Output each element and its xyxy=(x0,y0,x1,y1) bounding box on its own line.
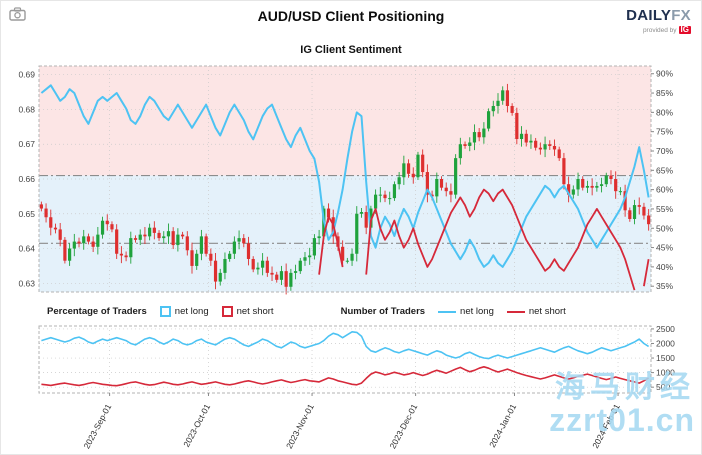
svg-text:2023-Oct-01: 2023-Oct-01 xyxy=(181,402,212,449)
price-sentiment-chart: 0.69 0.68 0.67 0.66 0.65 0.64 0.63 90% 85% 80% 75%… xyxy=(1,58,701,304)
legend-num-netshort-label: net short xyxy=(528,306,566,317)
svg-text:70%: 70% xyxy=(656,146,673,156)
svg-text:0.64: 0.64 xyxy=(18,244,35,254)
legend-num-group-label: Number of Traders xyxy=(340,306,426,317)
svg-text:1000: 1000 xyxy=(656,368,675,378)
svg-text:50%: 50% xyxy=(656,223,673,233)
svg-text:55%: 55% xyxy=(656,204,673,214)
legend-pct-netlong-label: net long xyxy=(174,306,209,317)
legend: Percentage of Traders net long net short… xyxy=(47,306,566,317)
legend-num-netshort-swatch xyxy=(506,310,525,313)
legend-num-netshort: net short xyxy=(506,306,566,317)
svg-text:45%: 45% xyxy=(656,243,673,253)
dailyfx-logo: DAILYFX provided by IG xyxy=(626,7,691,35)
svg-text:2023-Sep-01: 2023-Sep-01 xyxy=(81,402,113,450)
legend-num-netlong-label: net long xyxy=(460,306,494,317)
svg-text:90%: 90% xyxy=(656,69,673,79)
svg-text:0.69: 0.69 xyxy=(18,70,35,80)
page-title: AUD/USD Client Positioning xyxy=(257,8,445,24)
svg-text:0.63: 0.63 xyxy=(18,278,35,288)
legend-num-netlong: net long xyxy=(438,306,494,317)
svg-text:60%: 60% xyxy=(656,185,673,195)
provided-by: provided by IG xyxy=(626,24,691,35)
provided-by-label: provided by xyxy=(642,26,677,34)
camera-icon[interactable] xyxy=(9,7,26,21)
svg-text:80%: 80% xyxy=(656,107,673,117)
svg-text:500: 500 xyxy=(656,382,670,392)
dailyfx-logo-text: DAILYFX xyxy=(626,7,691,25)
svg-text:0.67: 0.67 xyxy=(18,139,35,149)
chart-subtitle: IG Client Sentiment xyxy=(300,44,402,56)
svg-text:0.68: 0.68 xyxy=(18,104,35,114)
svg-text:2500: 2500 xyxy=(656,324,675,334)
svg-text:1500: 1500 xyxy=(656,353,675,363)
svg-text:35%: 35% xyxy=(656,281,673,291)
ig-logo: IG xyxy=(678,24,691,35)
legend-pct-netshort-swatch xyxy=(221,306,233,317)
legend-pct-group-label: Percentage of Traders xyxy=(47,306,147,317)
traders-chart: 2500 2000 1500 1000 500 2023-Sep-01 2023-Oct-0… xyxy=(1,321,701,454)
svg-text:0.65: 0.65 xyxy=(18,209,35,219)
legend-pct-netshort: net short xyxy=(221,306,274,317)
svg-text:2000: 2000 xyxy=(656,338,675,348)
svg-text:2024-Feb-01: 2024-Feb-01 xyxy=(590,402,622,450)
svg-text:85%: 85% xyxy=(656,88,673,98)
svg-text:2024-Jan-01: 2024-Jan-01 xyxy=(487,402,518,449)
svg-text:2023-Dec-01: 2023-Dec-01 xyxy=(387,402,419,450)
logo-fx: FX xyxy=(671,7,691,24)
svg-text:75%: 75% xyxy=(656,127,673,137)
svg-text:0.66: 0.66 xyxy=(18,174,35,184)
legend-num-netlong-swatch xyxy=(438,310,457,313)
logo-daily: DAILY xyxy=(626,7,672,24)
legend-pct-netshort-label: net short xyxy=(236,306,274,317)
svg-text:2023-Nov-01: 2023-Nov-01 xyxy=(284,402,316,450)
legend-pct-netlong: net long xyxy=(159,306,209,317)
svg-text:40%: 40% xyxy=(656,262,673,272)
legend-pct-netlong-swatch xyxy=(159,306,171,317)
svg-text:65%: 65% xyxy=(656,165,673,175)
